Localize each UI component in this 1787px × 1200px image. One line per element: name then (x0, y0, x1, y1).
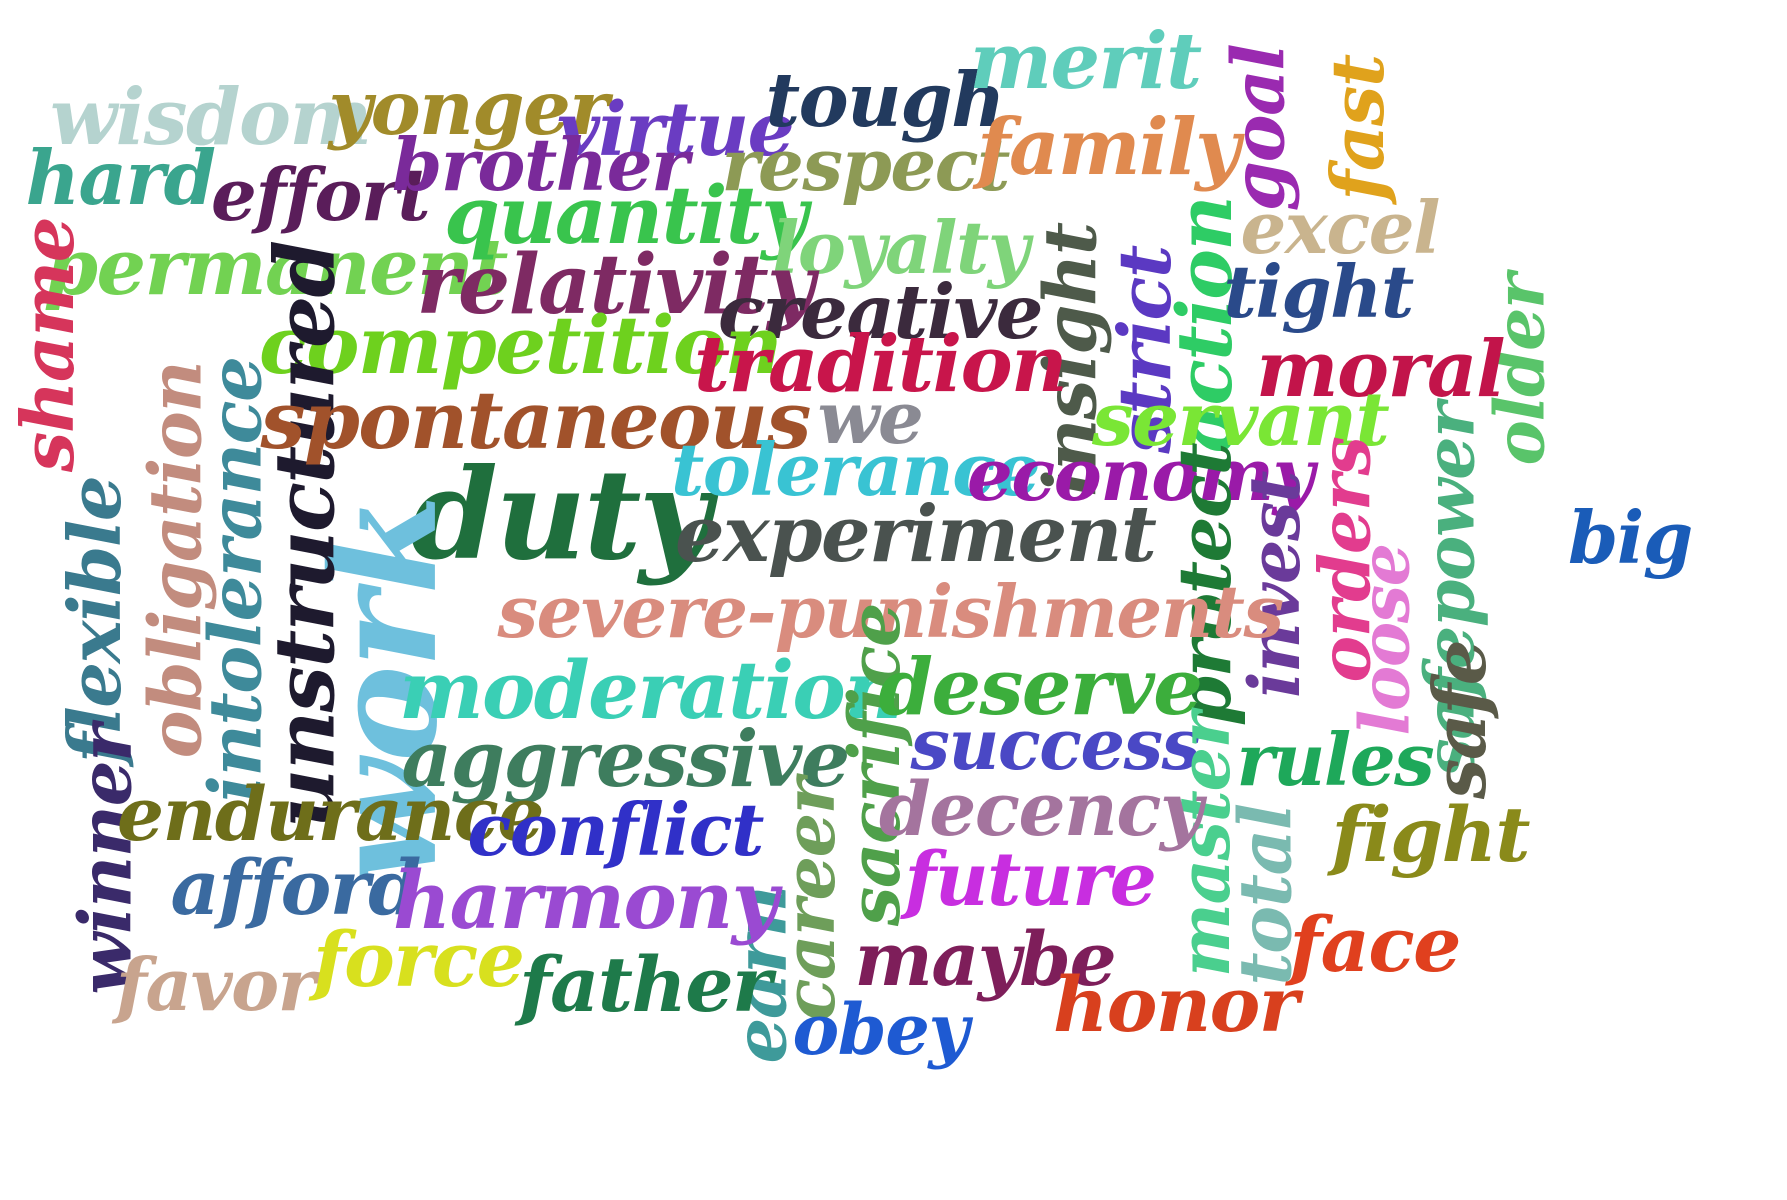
word-tradition: tradition (694, 319, 1068, 410)
word-loose: loose (1345, 544, 1426, 736)
word-future: future (904, 837, 1157, 923)
word-respect: respect (721, 122, 1011, 207)
word-force: force (313, 915, 525, 1004)
word-economy: economy (967, 432, 1314, 517)
word-face: face (1289, 900, 1462, 989)
word-virtue: virtue (557, 87, 795, 173)
word-loyalty: loyalty (772, 205, 1030, 290)
word-tight: tight (1223, 249, 1415, 334)
word-merit: merit (969, 16, 1203, 107)
word-safe: safe (1417, 640, 1503, 800)
word-effort: effort (211, 152, 431, 237)
word-big: big (1568, 495, 1693, 580)
word-family: family (977, 102, 1240, 193)
word-success: success (910, 703, 1202, 786)
word-brother: brother (392, 122, 689, 207)
word-harmony: harmony (393, 853, 778, 947)
word-severe-punishments: severe-punishments (497, 569, 1285, 654)
word-competition: competition (259, 298, 783, 392)
word-yonger: yonger (328, 63, 609, 152)
word-quantity: quantity (444, 168, 808, 262)
word-rules: rules (1236, 717, 1435, 802)
word-favor: favor (116, 942, 316, 1027)
word-fight: fight (1331, 790, 1531, 879)
word-shame: shame (5, 217, 91, 473)
word-experiment: experiment (675, 489, 1157, 580)
word-maybe: maybe (854, 917, 1117, 1003)
word-fast: fast (1314, 55, 1400, 201)
word-afford: afford (170, 843, 422, 932)
word-intolerance: intolerance (191, 357, 277, 803)
word-moderation: moderation (399, 643, 902, 737)
word-servant: servant (1092, 377, 1390, 463)
word-permanent: permanent (43, 222, 509, 313)
word-tough: tough (765, 55, 1006, 144)
word-aggressive: aggressive (401, 714, 851, 805)
word-father: father (519, 940, 772, 1029)
word-excel: excel (1240, 185, 1441, 270)
word-obey: obey (792, 988, 970, 1071)
word-hard: hard (25, 133, 217, 222)
word-we: we (817, 375, 924, 460)
word-deserve: deserve (878, 642, 1203, 733)
word-spontaneous: spontaneous (260, 373, 812, 467)
word-creative: creative (718, 267, 1043, 356)
word-duty: duty (410, 441, 712, 588)
word-relativity: relativity (416, 237, 815, 333)
word-moral: moral (1256, 324, 1506, 415)
word-conflict: conflict (467, 787, 765, 872)
word-wisdom: wisdom (50, 72, 372, 163)
word-honor: honor (1053, 960, 1299, 1049)
word-tolerance: tolerance (671, 427, 1041, 512)
word-flexible: flexible (52, 476, 138, 764)
word-decency: decency (879, 767, 1203, 853)
word-endurance: endurance (117, 772, 544, 858)
